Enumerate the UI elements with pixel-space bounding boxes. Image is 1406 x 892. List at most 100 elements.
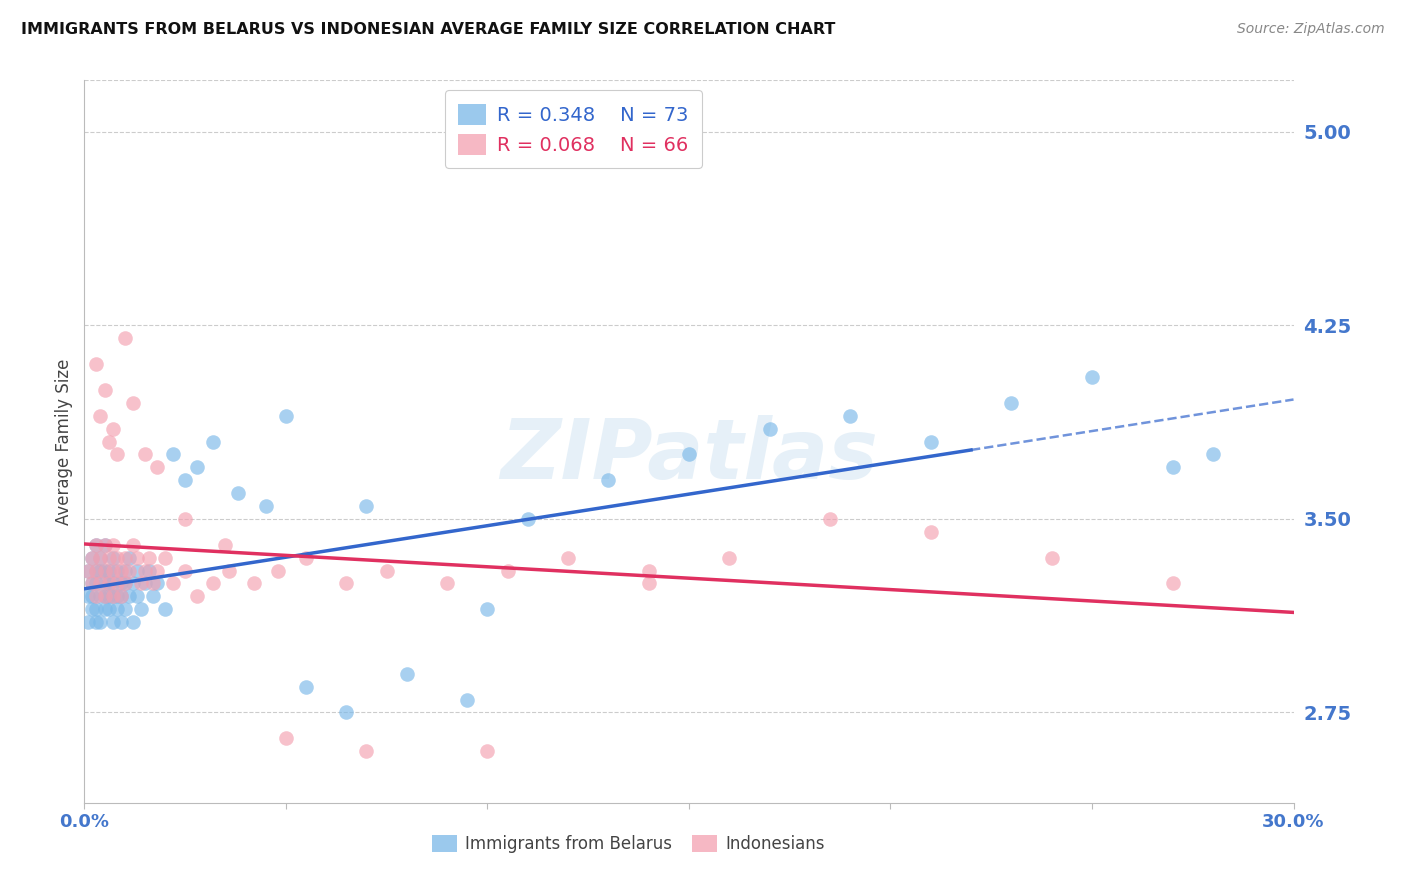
Point	[86, 538, 108, 552]
Point	[86, 538, 108, 552]
Point	[138, 564, 160, 578]
Point	[218, 564, 240, 578]
Point	[214, 538, 236, 552]
Point	[242, 576, 264, 591]
Point	[77, 615, 100, 630]
Point	[174, 473, 197, 487]
Point	[456, 692, 478, 706]
Point	[101, 538, 124, 552]
Point	[274, 731, 297, 746]
Point	[758, 422, 780, 436]
Point	[1040, 550, 1063, 565]
Point	[138, 550, 160, 565]
Point	[93, 590, 115, 604]
Point	[818, 512, 841, 526]
Point	[121, 538, 143, 552]
Point	[146, 460, 169, 475]
Point	[142, 576, 165, 591]
Point	[174, 512, 197, 526]
Point	[202, 576, 225, 591]
Point	[186, 590, 208, 604]
Point	[86, 564, 108, 578]
Point	[153, 602, 176, 616]
Point	[86, 615, 108, 630]
Point	[114, 576, 136, 591]
Point	[77, 564, 100, 578]
Point	[105, 602, 128, 616]
Point	[118, 590, 141, 604]
Point	[93, 538, 115, 552]
Point	[101, 590, 124, 604]
Point	[93, 576, 115, 591]
Point	[375, 564, 398, 578]
Point	[93, 564, 115, 578]
Point	[134, 447, 156, 461]
Point	[118, 564, 141, 578]
Point	[105, 576, 128, 591]
Point	[295, 680, 318, 694]
Point	[125, 564, 148, 578]
Point	[557, 550, 579, 565]
Point	[274, 409, 297, 423]
Point	[186, 460, 208, 475]
Point	[97, 550, 120, 565]
Point	[295, 550, 318, 565]
Point	[86, 590, 108, 604]
Point	[110, 590, 132, 604]
Point	[162, 576, 184, 591]
Legend: Immigrants from Belarus, Indonesians: Immigrants from Belarus, Indonesians	[425, 828, 832, 860]
Point	[89, 550, 111, 565]
Point	[436, 576, 458, 591]
Point	[162, 447, 184, 461]
Point	[267, 564, 290, 578]
Text: IMMIGRANTS FROM BELARUS VS INDONESIAN AVERAGE FAMILY SIZE CORRELATION CHART: IMMIGRANTS FROM BELARUS VS INDONESIAN AV…	[21, 22, 835, 37]
Point	[101, 576, 124, 591]
Point	[105, 447, 128, 461]
Point	[93, 538, 115, 552]
Point	[637, 564, 659, 578]
Point	[142, 590, 165, 604]
Point	[477, 744, 499, 758]
Point	[105, 550, 128, 565]
Point	[121, 576, 143, 591]
Point	[82, 550, 104, 565]
Point	[718, 550, 741, 565]
Point	[1161, 460, 1184, 475]
Point	[105, 590, 128, 604]
Point	[496, 564, 519, 578]
Point	[1081, 370, 1104, 384]
Point	[356, 499, 378, 513]
Point	[97, 590, 120, 604]
Point	[110, 615, 132, 630]
Point	[920, 524, 942, 539]
Point	[1161, 576, 1184, 591]
Point	[335, 706, 357, 720]
Point	[101, 422, 124, 436]
Point	[82, 602, 104, 616]
Point	[82, 550, 104, 565]
Point	[93, 590, 115, 604]
Text: Source: ZipAtlas.com: Source: ZipAtlas.com	[1237, 22, 1385, 37]
Point	[110, 576, 132, 591]
Point	[121, 615, 143, 630]
Point	[146, 564, 169, 578]
Point	[97, 434, 120, 449]
Point	[121, 396, 143, 410]
Point	[134, 576, 156, 591]
Point	[86, 564, 108, 578]
Point	[97, 564, 120, 578]
Point	[477, 602, 499, 616]
Text: ZIPatlas: ZIPatlas	[501, 416, 877, 497]
Point	[254, 499, 277, 513]
Point	[82, 590, 104, 604]
Point	[678, 447, 700, 461]
Point	[101, 615, 124, 630]
Point	[86, 576, 108, 591]
Point	[335, 576, 357, 591]
Point	[86, 602, 108, 616]
Point	[125, 550, 148, 565]
Point	[82, 576, 104, 591]
Point	[89, 576, 111, 591]
Point	[105, 564, 128, 578]
Point	[637, 576, 659, 591]
